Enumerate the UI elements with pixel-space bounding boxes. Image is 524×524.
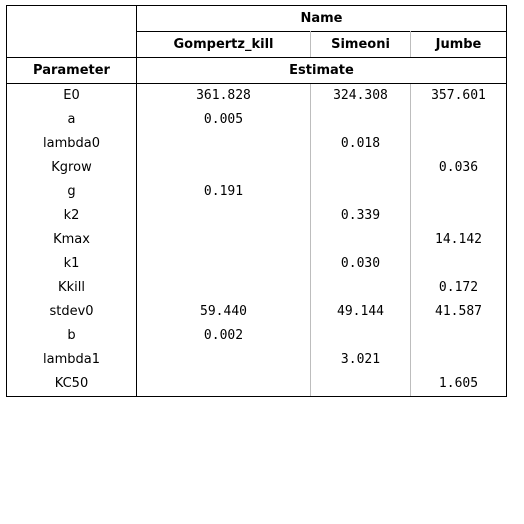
corner-cell-lower	[6, 31, 137, 58]
header-row-name: Name	[6, 5, 507, 32]
estimate-cell	[310, 324, 411, 348]
table-row: g 0.191	[6, 180, 507, 204]
table-row: k1 0.030	[6, 252, 507, 276]
column-header-simeoni: Simeoni	[310, 31, 411, 58]
estimate-cell	[136, 348, 311, 372]
table-row: Kkill 0.172	[6, 276, 507, 300]
estimate-cell	[310, 156, 411, 180]
column-header-jumbe: Jumbe	[410, 31, 507, 58]
estimate-cell: 3.021	[310, 348, 411, 372]
estimate-cell	[410, 204, 507, 228]
estimate-cell: 361.828	[136, 83, 311, 108]
estimate-cell: 324.308	[310, 83, 411, 108]
parameter-cell: lambda1	[6, 348, 137, 372]
estimate-cell: 0.005	[136, 108, 311, 132]
table-row: Kmax 14.142	[6, 228, 507, 252]
name-group-header: Name	[136, 5, 507, 32]
parameter-cell: k2	[6, 204, 137, 228]
estimate-cell: 0.002	[136, 324, 311, 348]
estimate-cell	[410, 132, 507, 156]
estimate-cell	[310, 108, 411, 132]
corner-cell	[6, 5, 137, 32]
parameter-cell: Kgrow	[6, 156, 137, 180]
parameter-cell: k1	[6, 252, 137, 276]
estimate-cell	[310, 228, 411, 252]
estimate-cell	[410, 324, 507, 348]
estimate-cell	[310, 180, 411, 204]
estimate-cell: 14.142	[410, 228, 507, 252]
estimates-table: Name Gompertz_kill Simeoni Jumbe Paramet…	[6, 5, 507, 397]
estimate-cell: 0.191	[136, 180, 311, 204]
parameter-cell: Kmax	[6, 228, 137, 252]
estimate-cell: 0.172	[410, 276, 507, 300]
estimate-cell: 41.587	[410, 300, 507, 324]
estimate-cell	[136, 132, 311, 156]
parameter-cell: E0	[6, 83, 137, 108]
header-row-parameter: Parameter Estimate	[6, 57, 507, 84]
parameter-cell: KC50	[6, 372, 137, 397]
table-row: b 0.002	[6, 324, 507, 348]
parameter-cell: lambda0	[6, 132, 137, 156]
estimate-cell	[136, 228, 311, 252]
table-row: lambda1 3.021	[6, 348, 507, 372]
estimate-cell: 0.030	[310, 252, 411, 276]
parameter-header: Parameter	[6, 57, 137, 84]
estimate-cell	[136, 276, 311, 300]
estimate-cell: 59.440	[136, 300, 311, 324]
table-row: E0 361.828 324.308 357.601	[6, 83, 507, 108]
estimate-cell	[410, 108, 507, 132]
table-row: KC50 1.605	[6, 372, 507, 397]
table-row: Kgrow 0.036	[6, 156, 507, 180]
table-row: lambda0 0.018	[6, 132, 507, 156]
estimate-cell	[310, 372, 411, 397]
estimate-cell	[410, 252, 507, 276]
estimate-cell	[136, 252, 311, 276]
parameter-cell: Kkill	[6, 276, 137, 300]
estimate-cell	[410, 180, 507, 204]
estimate-cell: 0.018	[310, 132, 411, 156]
table-row: k2 0.339	[6, 204, 507, 228]
parameter-cell: b	[6, 324, 137, 348]
estimate-cell	[310, 276, 411, 300]
estimate-cell	[136, 204, 311, 228]
estimate-cell	[410, 348, 507, 372]
estimate-cell: 1.605	[410, 372, 507, 397]
estimate-header: Estimate	[136, 57, 507, 84]
estimate-cell: 357.601	[410, 83, 507, 108]
parameter-cell: a	[6, 108, 137, 132]
estimate-cell: 49.144	[310, 300, 411, 324]
header-row-columns: Gompertz_kill Simeoni Jumbe	[6, 31, 507, 58]
parameter-cell: g	[6, 180, 137, 204]
estimate-cell: 0.339	[310, 204, 411, 228]
parameter-cell: stdev0	[6, 300, 137, 324]
estimate-cell: 0.036	[410, 156, 507, 180]
table-row: a 0.005	[6, 108, 507, 132]
column-header-gompertz-kill: Gompertz_kill	[136, 31, 311, 58]
estimate-cell	[136, 372, 311, 397]
estimate-cell	[136, 156, 311, 180]
table-row: stdev0 59.440 49.144 41.587	[6, 300, 507, 324]
